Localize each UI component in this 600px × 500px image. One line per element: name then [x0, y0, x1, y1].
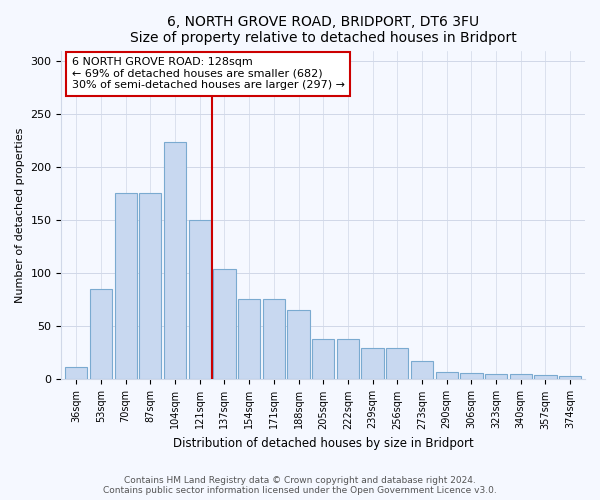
Bar: [436, 372, 458, 380]
Bar: [485, 374, 507, 380]
Bar: [386, 348, 409, 380]
Bar: [90, 290, 112, 380]
Y-axis label: Number of detached properties: Number of detached properties: [15, 128, 25, 302]
Bar: [411, 362, 433, 380]
Bar: [238, 299, 260, 380]
Bar: [164, 142, 186, 380]
Text: Contains HM Land Registry data © Crown copyright and database right 2024.
Contai: Contains HM Land Registry data © Crown c…: [103, 476, 497, 495]
X-axis label: Distribution of detached houses by size in Bridport: Distribution of detached houses by size …: [173, 437, 473, 450]
Bar: [139, 192, 161, 380]
Bar: [65, 366, 88, 380]
Bar: [312, 339, 334, 380]
Text: 6 NORTH GROVE ROAD: 128sqm
← 69% of detached houses are smaller (682)
30% of sem: 6 NORTH GROVE ROAD: 128sqm ← 69% of deta…: [72, 57, 345, 90]
Bar: [188, 220, 211, 380]
Bar: [115, 192, 137, 380]
Bar: [263, 299, 285, 380]
Bar: [361, 348, 384, 380]
Bar: [337, 339, 359, 380]
Bar: [559, 376, 581, 380]
Bar: [287, 310, 310, 380]
Bar: [460, 373, 482, 380]
Bar: [535, 375, 557, 380]
Title: 6, NORTH GROVE ROAD, BRIDPORT, DT6 3FU
Size of property relative to detached hou: 6, NORTH GROVE ROAD, BRIDPORT, DT6 3FU S…: [130, 15, 517, 45]
Bar: [213, 269, 236, 380]
Bar: [509, 374, 532, 380]
